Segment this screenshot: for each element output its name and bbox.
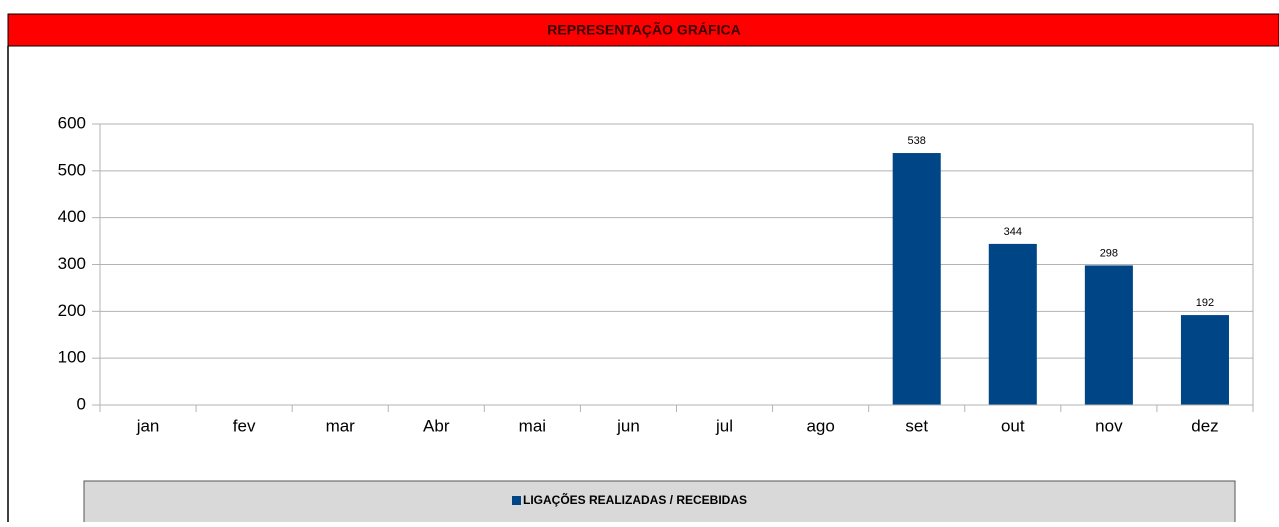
bar xyxy=(988,243,1037,405)
x-tick-label: ago xyxy=(806,416,834,435)
x-tick-label: set xyxy=(905,416,928,435)
y-tick-label: 400 xyxy=(58,207,86,226)
y-tick-label: 200 xyxy=(58,301,86,320)
y-tick-label: 500 xyxy=(58,160,86,179)
bar xyxy=(1180,315,1229,405)
bar xyxy=(1084,265,1133,405)
data-label: 192 xyxy=(1196,297,1214,309)
x-tick-label: dez xyxy=(1191,416,1218,435)
x-tick-label: Abr xyxy=(423,416,450,435)
legend-label: LIGAÇÕES REALIZADAS / RECEBIDAS xyxy=(523,492,747,507)
x-tick-label: nov xyxy=(1095,416,1123,435)
y-tick-label: 600 xyxy=(58,113,86,132)
y-tick-label: 300 xyxy=(58,254,86,273)
legend-box xyxy=(83,480,1236,527)
chart-title: REPRESENTAÇÃO GRÁFICA xyxy=(547,21,740,38)
y-tick-label: 0 xyxy=(77,394,86,413)
data-label: 344 xyxy=(1004,226,1022,238)
x-tick-label: jun xyxy=(616,416,640,435)
y-tick-label: 100 xyxy=(58,348,86,367)
x-tick-label: jan xyxy=(136,416,160,435)
bar xyxy=(892,153,941,405)
data-label: 538 xyxy=(908,135,926,147)
x-tick-label: fev xyxy=(233,416,256,435)
x-tick-label: mai xyxy=(519,416,546,435)
x-tick-label: out xyxy=(1001,416,1025,435)
data-label: 298 xyxy=(1100,247,1118,259)
x-tick-label: jul xyxy=(715,416,733,435)
x-tick-label: mar xyxy=(326,416,356,435)
legend-swatch xyxy=(512,496,521,505)
title-bar xyxy=(7,13,1279,47)
